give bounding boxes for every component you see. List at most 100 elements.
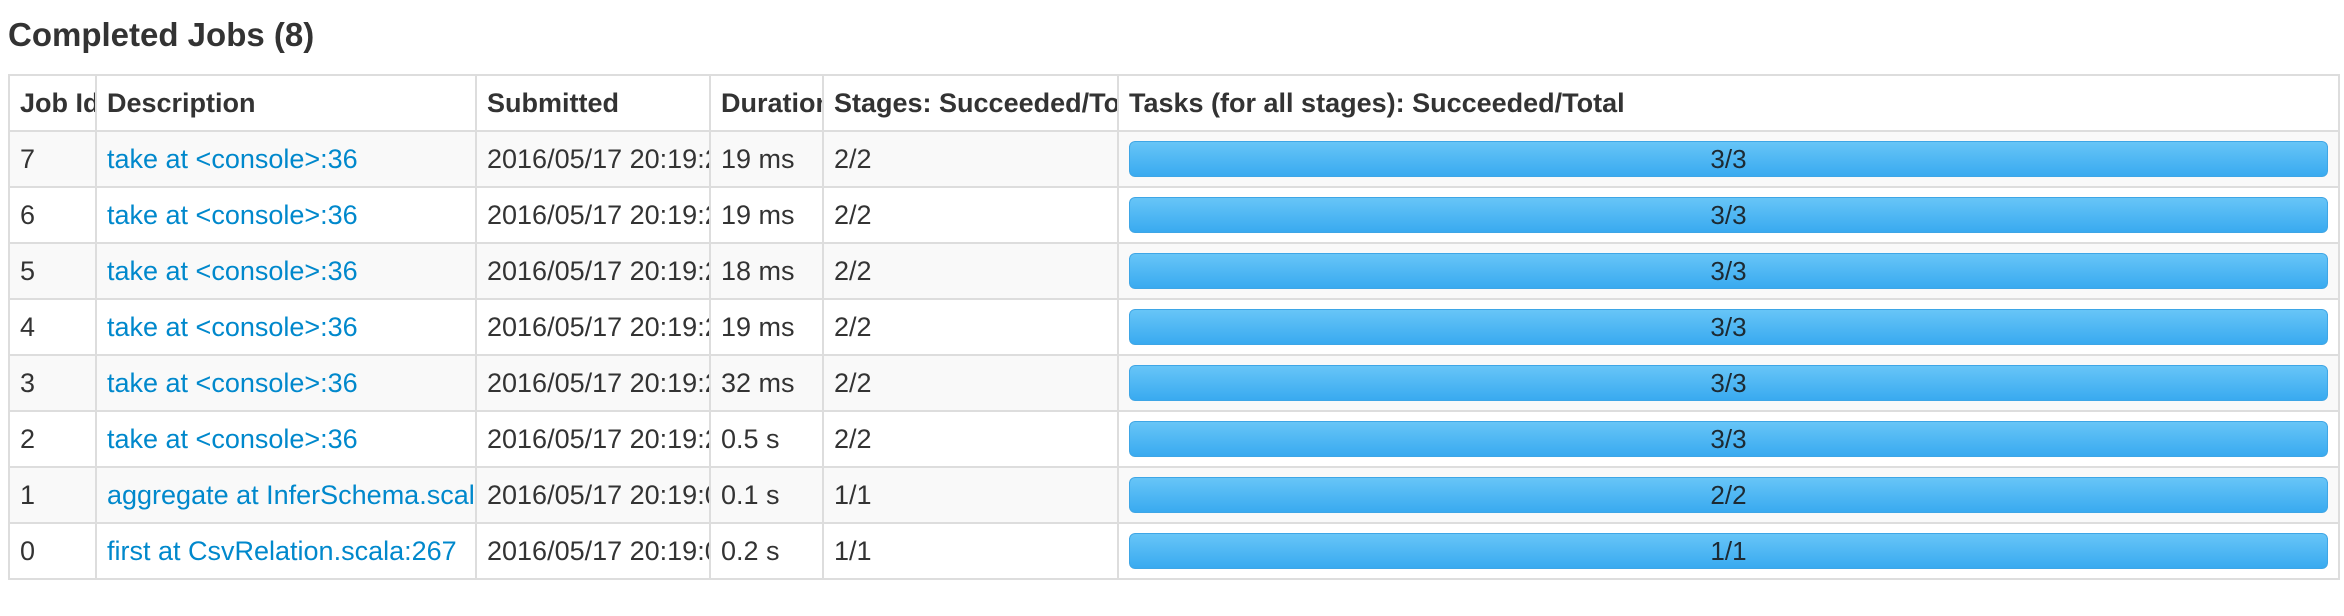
- job-id-cell: 3: [8, 354, 97, 412]
- job-description-link[interactable]: take at <console>:36: [107, 311, 358, 342]
- tasks-progress-label: 3/3: [1710, 312, 1747, 342]
- duration-cell: 0.1 s: [709, 466, 824, 524]
- job-id-cell: 2: [8, 410, 97, 468]
- submitted-cell: 2016/05/17 20:19:23: [475, 298, 711, 356]
- job-id-cell: 7: [8, 130, 97, 188]
- tasks-progress-fill: [1129, 477, 2328, 513]
- tasks-cell: 1/1: [1117, 522, 2340, 580]
- tasks-progress-fill: [1129, 533, 2328, 569]
- completed-jobs-table: Job Id Description Submitted Duration St…: [8, 74, 2340, 580]
- submitted-cell: 2016/05/17 20:19:23: [475, 242, 711, 300]
- description-cell: first at CsvRelation.scala:267: [95, 522, 477, 580]
- tasks-progress-fill: [1129, 421, 2328, 457]
- job-description-link[interactable]: take at <console>:36: [107, 143, 358, 174]
- description-cell: take at <console>:36: [95, 242, 477, 300]
- tasks-progress-bar: 1/1: [1129, 533, 2328, 569]
- tasks-progress-fill: [1129, 197, 2328, 233]
- duration-cell: 18 ms: [709, 242, 824, 300]
- job-id-cell: 0: [8, 522, 97, 580]
- stages-cell: 2/2: [822, 354, 1119, 412]
- tasks-progress-fill: [1129, 309, 2328, 345]
- header-row: Job Id Description Submitted Duration St…: [8, 74, 2340, 132]
- tasks-cell: 3/3: [1117, 410, 2340, 468]
- table-row: 2 take at <console>:36 2016/05/17 20:19:…: [8, 410, 2340, 468]
- tasks-progress-fill: [1129, 141, 2328, 177]
- tasks-cell: 2/2: [1117, 466, 2340, 524]
- stages-cell: 1/1: [822, 522, 1119, 580]
- stages-cell: 2/2: [822, 186, 1119, 244]
- table-row: 6 take at <console>:36 2016/05/17 20:19:…: [8, 186, 2340, 244]
- tasks-cell: 3/3: [1117, 186, 2340, 244]
- tasks-cell: 3/3: [1117, 298, 2340, 356]
- tasks-progress-bar: 3/3: [1129, 141, 2328, 177]
- job-description-link[interactable]: aggregate at InferSchema.scala:41: [107, 479, 475, 510]
- header-description[interactable]: Description: [95, 74, 477, 132]
- section-title[interactable]: Completed Jobs (8): [8, 16, 315, 53]
- stages-cell: 2/2: [822, 242, 1119, 300]
- tasks-progress-bar: 2/2: [1129, 477, 2328, 513]
- stages-cell: 2/2: [822, 410, 1119, 468]
- description-cell: take at <console>:36: [95, 298, 477, 356]
- job-description-link[interactable]: take at <console>:36: [107, 255, 358, 286]
- tasks-progress-bar: 3/3: [1129, 197, 2328, 233]
- tasks-progress-fill: [1129, 253, 2328, 289]
- tasks-progress-bar: 3/3: [1129, 421, 2328, 457]
- job-id-cell: 6: [8, 186, 97, 244]
- tasks-progress-bar: 3/3: [1129, 309, 2328, 345]
- job-description-link[interactable]: take at <console>:36: [107, 199, 358, 230]
- description-cell: take at <console>:36: [95, 410, 477, 468]
- tasks-progress-fill: [1129, 365, 2328, 401]
- header-duration[interactable]: Duration: [709, 74, 824, 132]
- job-description-link[interactable]: take at <console>:36: [107, 367, 358, 398]
- tasks-progress-label: 1/1: [1710, 536, 1747, 566]
- table-row: 0 first at CsvRelation.scala:267 2016/05…: [8, 522, 2340, 580]
- description-cell: take at <console>:36: [95, 130, 477, 188]
- tasks-progress-label: 3/3: [1710, 256, 1747, 286]
- submitted-cell: 2016/05/17 20:19:23: [475, 354, 711, 412]
- table-header: Job Id Description Submitted Duration St…: [8, 74, 2340, 132]
- table-row: 5 take at <console>:36 2016/05/17 20:19:…: [8, 242, 2340, 300]
- tasks-cell: 3/3: [1117, 354, 2340, 412]
- tasks-cell: 3/3: [1117, 242, 2340, 300]
- description-cell: take at <console>:36: [95, 354, 477, 412]
- header-tasks[interactable]: Tasks (for all stages): Succeeded/Total: [1117, 74, 2340, 132]
- tasks-progress-bar: 3/3: [1129, 253, 2328, 289]
- table-row: 7 take at <console>:36 2016/05/17 20:19:…: [8, 130, 2340, 188]
- table-row: 3 take at <console>:36 2016/05/17 20:19:…: [8, 354, 2340, 412]
- duration-cell: 19 ms: [709, 186, 824, 244]
- tasks-progress-label: 3/3: [1710, 144, 1747, 174]
- job-id-cell: 4: [8, 298, 97, 356]
- job-description-link[interactable]: take at <console>:36: [107, 423, 358, 454]
- description-cell: aggregate at InferSchema.scala:41: [95, 466, 477, 524]
- tasks-cell: 3/3: [1117, 130, 2340, 188]
- table-row: 4 take at <console>:36 2016/05/17 20:19:…: [8, 298, 2340, 356]
- duration-cell: 19 ms: [709, 130, 824, 188]
- duration-cell: 19 ms: [709, 298, 824, 356]
- stages-cell: 2/2: [822, 298, 1119, 356]
- tasks-progress-label: 3/3: [1710, 368, 1747, 398]
- duration-cell: 0.2 s: [709, 522, 824, 580]
- submitted-cell: 2016/05/17 20:19:09: [475, 466, 711, 524]
- submitted-cell: 2016/05/17 20:19:09: [475, 522, 711, 580]
- job-id-cell: 1: [8, 466, 97, 524]
- header-submitted[interactable]: Submitted: [475, 74, 711, 132]
- header-stages[interactable]: Stages: Succeeded/Total: [822, 74, 1119, 132]
- tasks-progress-label: 2/2: [1710, 480, 1747, 510]
- job-id-cell: 5: [8, 242, 97, 300]
- tasks-progress-bar: 3/3: [1129, 365, 2328, 401]
- tasks-progress-label: 3/3: [1710, 424, 1747, 454]
- submitted-cell: 2016/05/17 20:19:22: [475, 410, 711, 468]
- submitted-cell: 2016/05/17 20:19:23: [475, 186, 711, 244]
- tasks-progress-label: 3/3: [1710, 200, 1747, 230]
- table-body: 7 take at <console>:36 2016/05/17 20:19:…: [8, 130, 2340, 580]
- job-description-link[interactable]: first at CsvRelation.scala:267: [107, 535, 457, 566]
- duration-cell: 32 ms: [709, 354, 824, 412]
- submitted-cell: 2016/05/17 20:19:23: [475, 130, 711, 188]
- description-cell: take at <console>:36: [95, 186, 477, 244]
- stages-cell: 1/1: [822, 466, 1119, 524]
- header-job-id[interactable]: Job Id: [8, 74, 97, 132]
- table-row: 1 aggregate at InferSchema.scala:41 2016…: [8, 466, 2340, 524]
- stages-cell: 2/2: [822, 130, 1119, 188]
- duration-cell: 0.5 s: [709, 410, 824, 468]
